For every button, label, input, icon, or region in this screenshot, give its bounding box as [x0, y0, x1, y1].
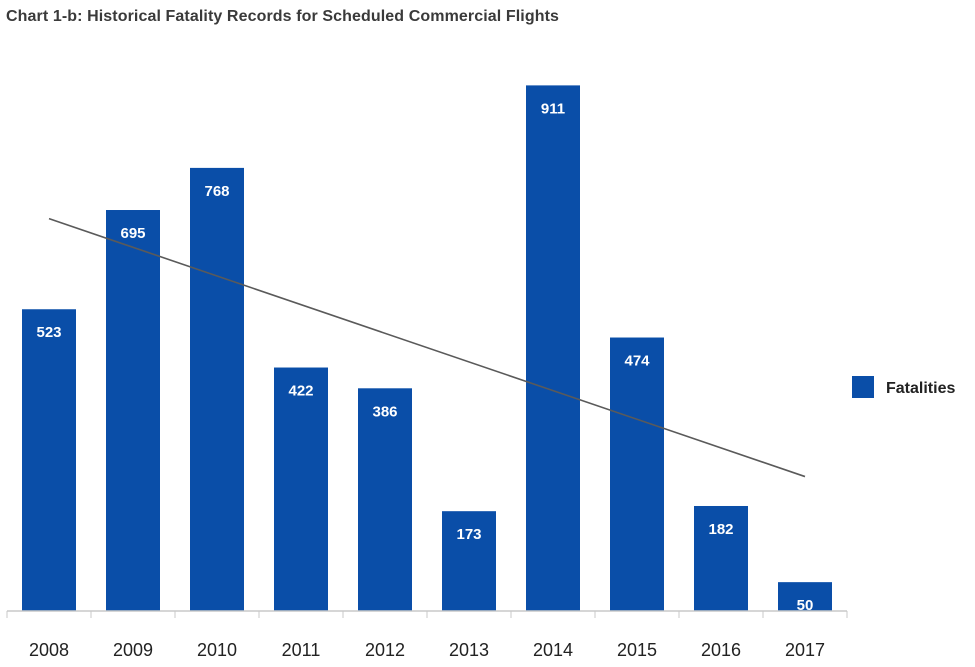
legend-swatch: [852, 376, 874, 398]
x-tick-label-2015: 2015: [617, 640, 657, 660]
legend-label-fatalities: Fatalities: [886, 380, 955, 397]
bar-value-label-2014: 911: [541, 100, 565, 117]
bar-value-label-2011: 422: [288, 383, 313, 400]
bar-2016: [694, 505, 748, 611]
x-tick-label-2009: 2009: [113, 640, 153, 660]
chart-title: Chart 1-b: Historical Fatality Records f…: [6, 8, 559, 25]
bar-value-label-2015: 474: [624, 353, 650, 370]
bar-2011: [274, 367, 328, 611]
legend: Fatalities: [852, 376, 955, 398]
bar-2009: [106, 210, 160, 611]
x-tick-label-2016: 2016: [701, 640, 741, 660]
bar-2010: [190, 167, 244, 611]
bar-2015: [610, 337, 664, 611]
bar-labels-group: 523 695 768 422 386 173 911 474 182 50: [36, 100, 813, 614]
bar-value-label-2016: 182: [708, 521, 733, 538]
bar-value-label-2010: 768: [204, 183, 229, 200]
x-ticks-group: [6, 611, 848, 618]
bar-2017: [778, 582, 832, 611]
x-tick-label-2011: 2011: [282, 640, 321, 660]
x-tick-label-2010: 2010: [197, 640, 237, 660]
x-tick-labels-group: 2008 2009 2010 2011 2012 2013 2014 2015 2016 2017: [29, 640, 825, 660]
x-tick-label-2013: 2013: [449, 640, 489, 660]
bar-value-label-2008: 523: [36, 324, 61, 341]
trendline: [48, 217, 806, 478]
x-tick-label-2014: 2014: [533, 640, 573, 660]
bar-2014: [526, 85, 580, 611]
bar-2012: [358, 388, 412, 611]
bar-value-label-2012: 386: [372, 403, 397, 420]
bar-value-label-2017: 50: [797, 597, 814, 614]
bar-value-label-2009: 695: [120, 225, 145, 242]
bar-2013: [442, 511, 496, 611]
x-tick-label-2012: 2012: [365, 640, 405, 660]
x-tick-label-2008: 2008: [29, 640, 69, 660]
bar-value-label-2013: 173: [456, 526, 481, 543]
x-tick-label-2017: 2017: [785, 640, 825, 660]
bar-2008: [22, 309, 76, 611]
bars-group: [22, 85, 832, 611]
